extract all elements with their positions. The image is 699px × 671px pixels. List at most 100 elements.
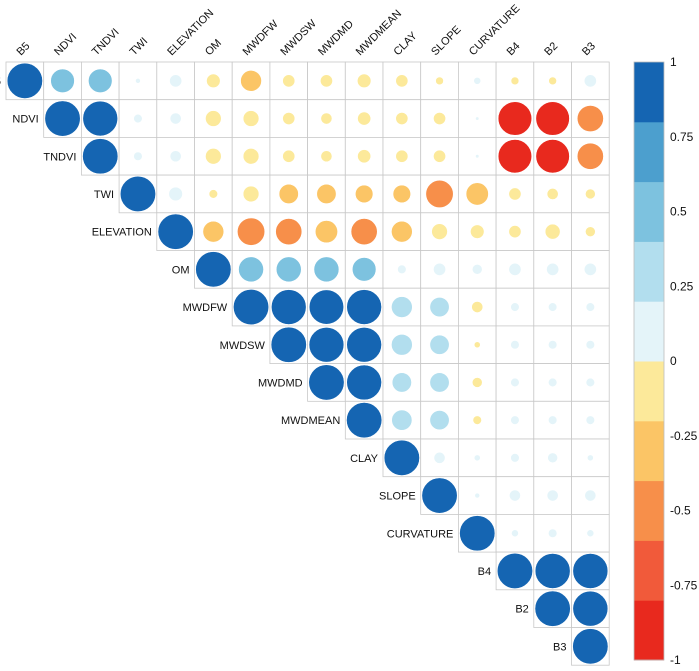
column-label-ndvi: NDVI <box>52 31 79 58</box>
corr-circle-om-mwdmean: OM / MWDMEAN: 0.45 <box>351 257 377 282</box>
corr-circle-mwdmean-b2: MWDMEAN / B2: 0.06 <box>548 415 558 425</box>
corr-circle-elevation-mwdsw: ELEVATION / MWDSW: -0.55 <box>275 218 303 246</box>
corr-circle-tndvi-b3: TNDVI / B3: -0.55 <box>576 142 604 170</box>
corr-circle-b5-curvature: B5 / CURVATURE: 0.04 <box>473 77 482 85</box>
corr-circle-b5-elevation: B5 / ELEVATION: 0.12 <box>169 74 183 88</box>
corr-circle-b4-b4: B4 / B4: 1 <box>496 552 533 589</box>
colorbar-segment <box>634 480 664 541</box>
corr-circle-mwdsw-clay: MWDSW / CLAY: 0.35 <box>391 333 413 356</box>
corr-circle-mwdmd-mwdmd: MWDMD / MWDMD: 1 <box>308 364 345 401</box>
corr-circle-slope-curvature: SLOPE / CURVATURE: 0.02 <box>474 492 481 499</box>
colorbar-tick-label: -0.25 <box>670 429 698 443</box>
corr-circle-tndvi-b4: TNDVI / B4: -0.9 <box>497 139 533 174</box>
row-label-curvature: CURVATURE <box>387 528 454 540</box>
corr-circle-mwdfw-clay: MWDFW / CLAY: 0.35 <box>391 296 413 318</box>
corr-circle-tndvi-mwdmd: TNDVI / MWDMD: -0.1 <box>320 150 333 163</box>
corr-circle-om-b2: OM / B2: 0.12 <box>546 262 560 276</box>
corr-circle-twi-curvature: TWI / CURVATURE: -0.4 <box>465 182 489 206</box>
corr-circle-twi-slope: TWI / SLOPE: -0.6 <box>425 179 454 208</box>
colorbar-segment <box>634 540 664 601</box>
corr-circle-mwdsw-curvature: MWDSW / CURVATURE: -0.03 <box>473 341 481 349</box>
column-label-mwdfw: MWDFW <box>241 18 281 58</box>
corr-circle-b5-b5: B5 / B5: 1 <box>6 62 43 99</box>
corr-circle-tndvi-elevation: TNDVI / ELEVATION: 0.1 <box>169 150 182 163</box>
corr-circle-curvature-b4: CURVATURE / B4: 0.04 <box>511 529 519 538</box>
colorbar-tick-label: -0.5 <box>670 504 691 518</box>
colorbar-frame <box>633 61 665 661</box>
colorbar-segment <box>634 62 664 123</box>
corr-circle-ndvi-b4: NDVI / B4: -0.9 <box>497 101 533 136</box>
corr-circle-ndvi-mwdsw: NDVI / MWDSW: -0.12 <box>282 112 296 125</box>
colorbar-segment <box>634 420 664 482</box>
corr-circle-b3-b3: B3 / B3: 1 <box>572 628 609 665</box>
corr-circle-mwdmean-mwdmean: MWDMEAN / MWDMEAN: 1 <box>346 402 383 439</box>
corr-circle-twi-mwdsw: TWI / MWDSW: -0.3 <box>278 183 299 204</box>
corr-circle-elevation-slope: ELEVATION / SLOPE: -0.2 <box>431 223 448 240</box>
colorbar-tick-label: 0.75 <box>670 130 694 144</box>
corr-circle-ndvi-b2: NDVI / B2: -0.9 <box>535 101 570 136</box>
corr-circle-elevation-b3: ELEVATION / B3: -0.08 <box>585 226 596 237</box>
row-label-clay: CLAY <box>350 453 379 465</box>
corr-circle-slope-b2: SLOPE / B2: 0.1 <box>546 489 559 502</box>
column-label-om: OM <box>203 37 224 58</box>
colorbar-tick-label: -0.75 <box>670 578 698 592</box>
corr-circle-clay-b2: CLAY / B2: 0.08 <box>547 452 558 464</box>
corr-circle-ndvi-om: NDVI / OM: -0.2 <box>205 110 222 127</box>
corr-circle-mwdmean-clay: MWDMEAN / CLAY: 0.33 <box>391 409 413 431</box>
column-label-tndvi: TNDVI <box>90 26 122 58</box>
corr-circle-twi-mwdmd: TWI / MWDMD: -0.3 <box>316 183 337 204</box>
corr-circle-om-b4: OM / B4: 0.12 <box>508 262 522 276</box>
corr-circle-tndvi-clay: TNDVI / CLAY: -0.12 <box>395 149 409 163</box>
cell-ndvi-mwdfw <box>231 99 271 138</box>
row-label-mwdfw: MWDFW <box>183 302 228 314</box>
corr-circle-om-mwdsw: OM / MWDSW: 0.5 <box>275 256 302 283</box>
corr-circle-om-curvature: OM / CURVATURE: 0.08 <box>471 264 483 275</box>
corr-circle-mwdmd-clay: MWDMD / CLAY: 0.3 <box>391 372 412 393</box>
corr-circle-om-mwdmd: OM / MWDMD: 0.5 <box>313 256 340 283</box>
corr-circle-tndvi-om: TNDVI / OM: -0.2 <box>205 148 222 165</box>
corr-circle-mwdmd-curvature: MWDMD / CURVATURE: -0.08 <box>471 377 483 388</box>
corr-circle-mwdmean-b4: MWDMEAN / B4: 0.06 <box>510 415 520 425</box>
corr-circle-b5-tndvi: B5 / TNDVI: 0.45 <box>88 68 113 94</box>
corr-circle-elevation-b2: ELEVATION / B2: -0.18 <box>544 223 561 240</box>
cell-tndvi-mwdmean <box>344 136 384 176</box>
corr-circle-b5-mwdmean: B5 / MWDMEAN: -0.15 <box>356 73 372 89</box>
colorbar-tick-label: 0.5 <box>670 205 687 219</box>
corr-circle-mwdsw-b2: MWDSW / B2: 0.06 <box>548 340 558 350</box>
colorbar-segment <box>634 361 664 422</box>
corr-circle-curvature-b2: CURVATURE / B2: 0.06 <box>548 528 558 538</box>
corr-circle-b5-om: B5 / OM: -0.15 <box>206 73 221 89</box>
corr-circle-tndvi-mwdsw: TNDVI / MWDSW: -0.12 <box>282 149 296 163</box>
corr-circle-elevation-mwdfw: ELEVATION / MWDFW: -0.6 <box>237 217 266 246</box>
corr-circle-b5-twi: B5 / TWI: 0.02 <box>135 78 141 84</box>
corr-circle-mwdfw-b3: MWDFW / B3: 0.06 <box>585 302 595 312</box>
corr-circle-tndvi-curvature: TNDVI / CURVATURE: 0.01 <box>475 154 480 159</box>
corr-circle-mwdsw-b3: MWDSW / B3: 0.06 <box>585 340 595 350</box>
corr-circle-twi-b3: TWI / B3: -0.08 <box>585 188 596 200</box>
row-label-tndvi: TNDVI <box>43 151 76 163</box>
corr-circle-slope-slope: SLOPE / SLOPE: 1 <box>421 477 458 514</box>
corr-circle-mwdfw-mwdmd: MWDFW / MWDMD: 0.95 <box>308 289 345 325</box>
corr-circle-om-mwdfw: OM / MWDFW: 0.5 <box>238 256 264 283</box>
corr-circle-ndvi-clay: NDVI / CLAY: -0.12 <box>395 112 409 125</box>
corr-circle-mwdfw-curvature: MWDFW / CURVATURE: -0.1 <box>471 301 484 313</box>
corr-circle-clay-curvature: CLAY / CURVATURE: 0.03 <box>473 454 481 462</box>
corr-circle-tndvi-twi: TNDVI / TWI: 0.06 <box>133 151 143 161</box>
row-label-b3: B3 <box>553 641 566 653</box>
corr-circle-ndvi-mwdmd: NDVI / MWDMD: -0.1 <box>320 112 333 125</box>
corr-circle-mwdmd-b2: MWDMD / B2: 0.06 <box>548 377 558 388</box>
corr-circle-slope-b3: SLOPE / B3: 0.1 <box>584 489 597 502</box>
corr-circle-mwdfw-slope: MWDFW / SLOPE: 0.3 <box>429 297 450 318</box>
corr-circle-mwdmean-b3: MWDMEAN / B3: 0.06 <box>585 415 595 425</box>
column-label-slope: SLOPE <box>429 24 463 58</box>
corr-circle-twi-b2: TWI / B2: -0.1 <box>546 188 559 200</box>
column-label-mwdsw: MWDSW <box>278 17 319 58</box>
corr-circle-slope-b4: SLOPE / B4: 0.1 <box>509 489 521 502</box>
corr-circle-mwdmd-mwdmean: MWDMD / MWDMEAN: 0.97 <box>346 364 382 401</box>
corr-circle-tndvi-mwdfw: TNDVI / MWDFW: -0.2 <box>242 148 260 165</box>
corr-circle-elevation-mwdmd: ELEVATION / MWDMD: -0.4 <box>314 220 338 244</box>
corr-circle-ndvi-ndvi: NDVI / NDVI: 1 <box>44 100 81 137</box>
corr-circle-ndvi-mwdmean: NDVI / MWDMEAN: -0.14 <box>357 111 372 126</box>
corr-circle-tndvi-b2: TNDVI / B2: -0.9 <box>535 139 570 174</box>
